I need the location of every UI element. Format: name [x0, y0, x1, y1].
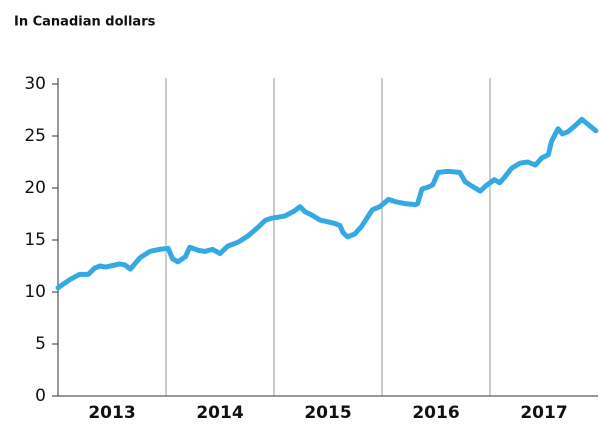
y-tick-label: 30	[24, 74, 46, 94]
x-tick-label: 2017	[520, 403, 567, 423]
x-tick-label: 2014	[196, 403, 243, 423]
x-tick-label: 2013	[88, 403, 135, 423]
x-tick-label: 2016	[412, 403, 459, 423]
line-series	[55, 116, 599, 291]
y-tick-label: 5	[35, 334, 46, 354]
y-tick-label: 20	[24, 178, 46, 198]
chart-subtitle: In Canadian dollars	[14, 15, 156, 30]
y-tick-label: 0	[35, 386, 46, 406]
y-tick-label: 25	[24, 126, 46, 146]
y-tick-label: 10	[24, 282, 46, 302]
x-tick-label: 2015	[304, 403, 351, 423]
y-tick-label: 15	[24, 230, 46, 250]
